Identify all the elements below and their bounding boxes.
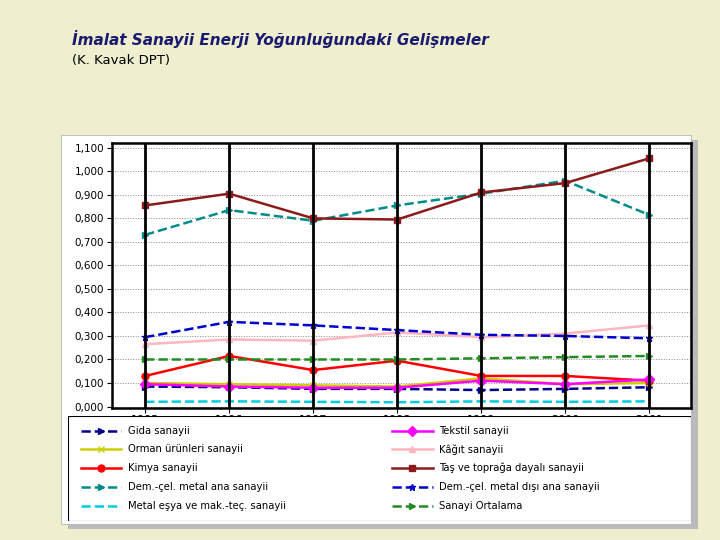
Text: Dem.-çel. metal ana sanayii: Dem.-çel. metal ana sanayii — [127, 482, 268, 492]
Text: Metal eşya ve mak.-teç. sanayii: Metal eşya ve mak.-teç. sanayii — [127, 501, 286, 510]
Text: Sanayi Ortalama: Sanayi Ortalama — [439, 501, 522, 510]
Text: Dem.-çel. metal dışı ana sanayii: Dem.-çel. metal dışı ana sanayii — [439, 482, 600, 492]
Text: Taş ve toprağa dayalı sanayii: Taş ve toprağa dayalı sanayii — [439, 463, 584, 473]
Text: (K. Kavak DPT): (K. Kavak DPT) — [72, 54, 170, 67]
Text: Orman ürünleri sanayii: Orman ürünleri sanayii — [127, 444, 243, 454]
Text: Kâğıt sanayii: Kâğıt sanayii — [439, 444, 503, 455]
Text: Tekstil sanayii: Tekstil sanayii — [439, 426, 508, 436]
Text: Kimya sanayii: Kimya sanayii — [127, 463, 197, 473]
Text: İmalat Sanayii Enerji Yoğunluğundaki Gelişmeler: İmalat Sanayii Enerji Yoğunluğundaki Gel… — [72, 30, 489, 48]
Text: Gida sanayii: Gida sanayii — [127, 426, 189, 436]
